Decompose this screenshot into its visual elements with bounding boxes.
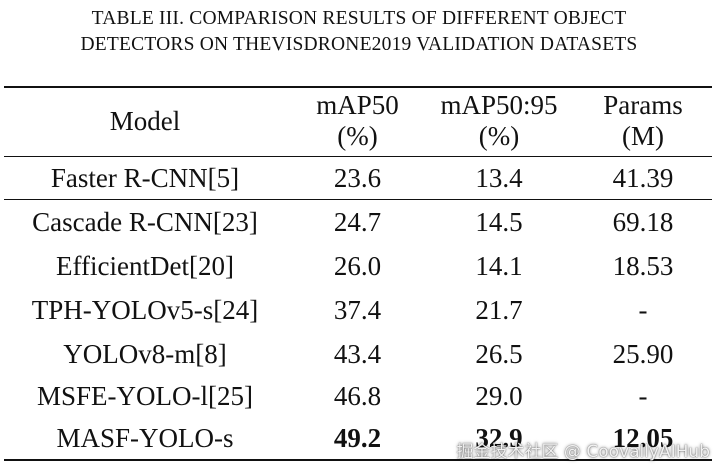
- row-map5095: 21.7: [475, 295, 523, 325]
- row-map50: 46.8: [333, 381, 382, 411]
- caption-line-1: TABLE III. COMPARISON RESULTS OF DIFFERE…: [91, 8, 627, 29]
- row-model: Cascade R-CNN[23]: [32, 207, 258, 237]
- row-map50: 49.2: [333, 423, 382, 453]
- row-model: MSFE-YOLO-l[25]: [37, 381, 253, 411]
- row-params: -: [638, 295, 648, 325]
- bottom-rule: [4, 459, 712, 461]
- header-map5095-label: mAP50:95: [440, 90, 558, 120]
- row-params: 12.05: [612, 423, 674, 453]
- row-model: EfficientDet[20]: [56, 251, 234, 281]
- row-map50: 26.0: [333, 251, 382, 281]
- row-map5095: 13.4: [475, 163, 523, 193]
- row-map5095: 32.9: [475, 423, 523, 453]
- header-map5095: mAP50:95 (%): [425, 90, 573, 152]
- header-map50: mAP50 (%): [290, 90, 425, 152]
- header-params-unit: (M): [622, 121, 664, 151]
- header-map50-unit: (%): [337, 121, 378, 151]
- header-map50-label: mAP50: [316, 90, 399, 120]
- header-model: Model: [109, 106, 181, 136]
- row-params: 25.90: [612, 339, 674, 369]
- row-model: TPH-YOLOv5-s[24]: [31, 295, 259, 325]
- row-map5095: 29.0: [475, 381, 523, 411]
- section-rule: [4, 199, 712, 200]
- watermark: 掘金技术社区 @ CoovallyAIHub: [456, 442, 710, 462]
- row-map50: 37.4: [333, 295, 382, 325]
- row-params: -: [638, 381, 648, 411]
- row-model: YOLOv8-m[8]: [63, 339, 227, 369]
- row-params: 69.18: [612, 207, 674, 237]
- row-map5095: 26.5: [475, 339, 523, 369]
- row-map5095: 14.5: [475, 207, 523, 237]
- table-caption: TABLE III. COMPARISON RESULTS OF DIFFERE…: [0, 6, 718, 58]
- header-map5095-unit: (%): [478, 121, 520, 151]
- caption-line-2: DETECTORS ON THEVISDRONE2019 VALIDATION …: [80, 34, 638, 55]
- header-rule: [4, 156, 712, 157]
- row-map50: 23.6: [333, 163, 382, 193]
- row-map50: 24.7: [333, 207, 382, 237]
- row-params: 41.39: [612, 163, 674, 193]
- row-map50: 43.4: [333, 339, 382, 369]
- row-params: 18.53: [612, 251, 674, 281]
- row-model: Faster R-CNN[5]: [50, 163, 240, 193]
- row-map5095: 14.1: [475, 251, 523, 281]
- row-model: MASF-YOLO-s: [56, 423, 234, 453]
- header-params-label: Params: [603, 90, 683, 120]
- top-rule: [4, 86, 712, 88]
- header-params: Params (M): [573, 90, 713, 152]
